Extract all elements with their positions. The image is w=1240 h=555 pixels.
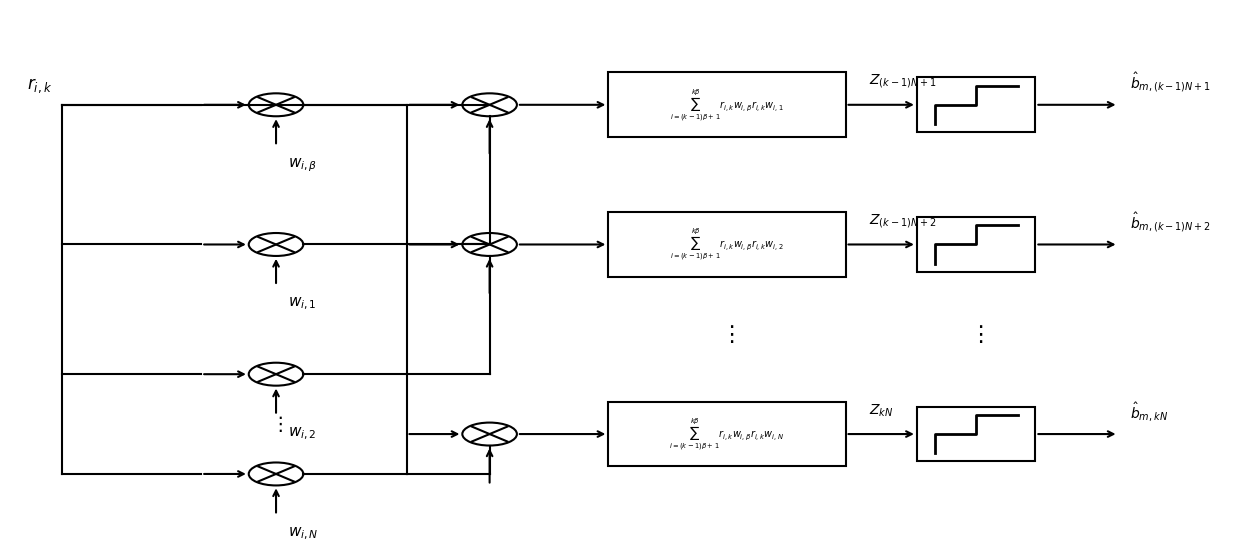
Text: $Z_{(k-1)N+2}$: $Z_{(k-1)N+2}$ [869, 211, 937, 230]
Text: $w_{i,\beta}$: $w_{i,\beta}$ [288, 156, 317, 174]
Text: $\vdots$: $\vdots$ [719, 323, 734, 345]
Text: $\sum_{i=(k-1)\beta+1}^{k\beta}r_{i,k}w_{i,\beta}r_{i,k}w_{i,2}$: $\sum_{i=(k-1)\beta+1}^{k\beta}r_{i,k}w_… [670, 226, 784, 263]
Text: $\vdots$: $\vdots$ [269, 414, 283, 434]
Text: $w_{i,2}$: $w_{i,2}$ [288, 426, 316, 442]
Text: $\vdots$: $\vdots$ [968, 323, 983, 345]
Text: $Z_{kN}$: $Z_{kN}$ [869, 403, 894, 419]
Text: $w_{i,N}$: $w_{i,N}$ [288, 526, 319, 542]
Text: $\hat{b}_{m,kN}$: $\hat{b}_{m,kN}$ [1131, 401, 1168, 424]
Text: $\sum_{i=(k-1)\beta+1}^{k\beta}r_{i,k}w_{i,\beta}r_{i,k}w_{i,1}$: $\sum_{i=(k-1)\beta+1}^{k\beta}r_{i,k}w_… [670, 87, 784, 123]
Text: $r_{i,k}$: $r_{i,k}$ [27, 76, 52, 95]
Text: $\hat{b}_{m,(k-1)N+2}$: $\hat{b}_{m,(k-1)N+2}$ [1131, 210, 1211, 235]
Text: $Z_{(k-1)N+1}$: $Z_{(k-1)N+1}$ [869, 72, 937, 90]
Text: $w_{i,1}$: $w_{i,1}$ [288, 296, 316, 312]
Text: $\sum_{i=(k-1)\beta+1}^{k\beta}r_{i,k}w_{i,\beta}r_{i,k}w_{i,N}$: $\sum_{i=(k-1)\beta+1}^{k\beta}r_{i,k}w_… [670, 416, 785, 452]
Text: $\hat{b}_{m,(k-1)N+1}$: $\hat{b}_{m,(k-1)N+1}$ [1131, 70, 1211, 95]
